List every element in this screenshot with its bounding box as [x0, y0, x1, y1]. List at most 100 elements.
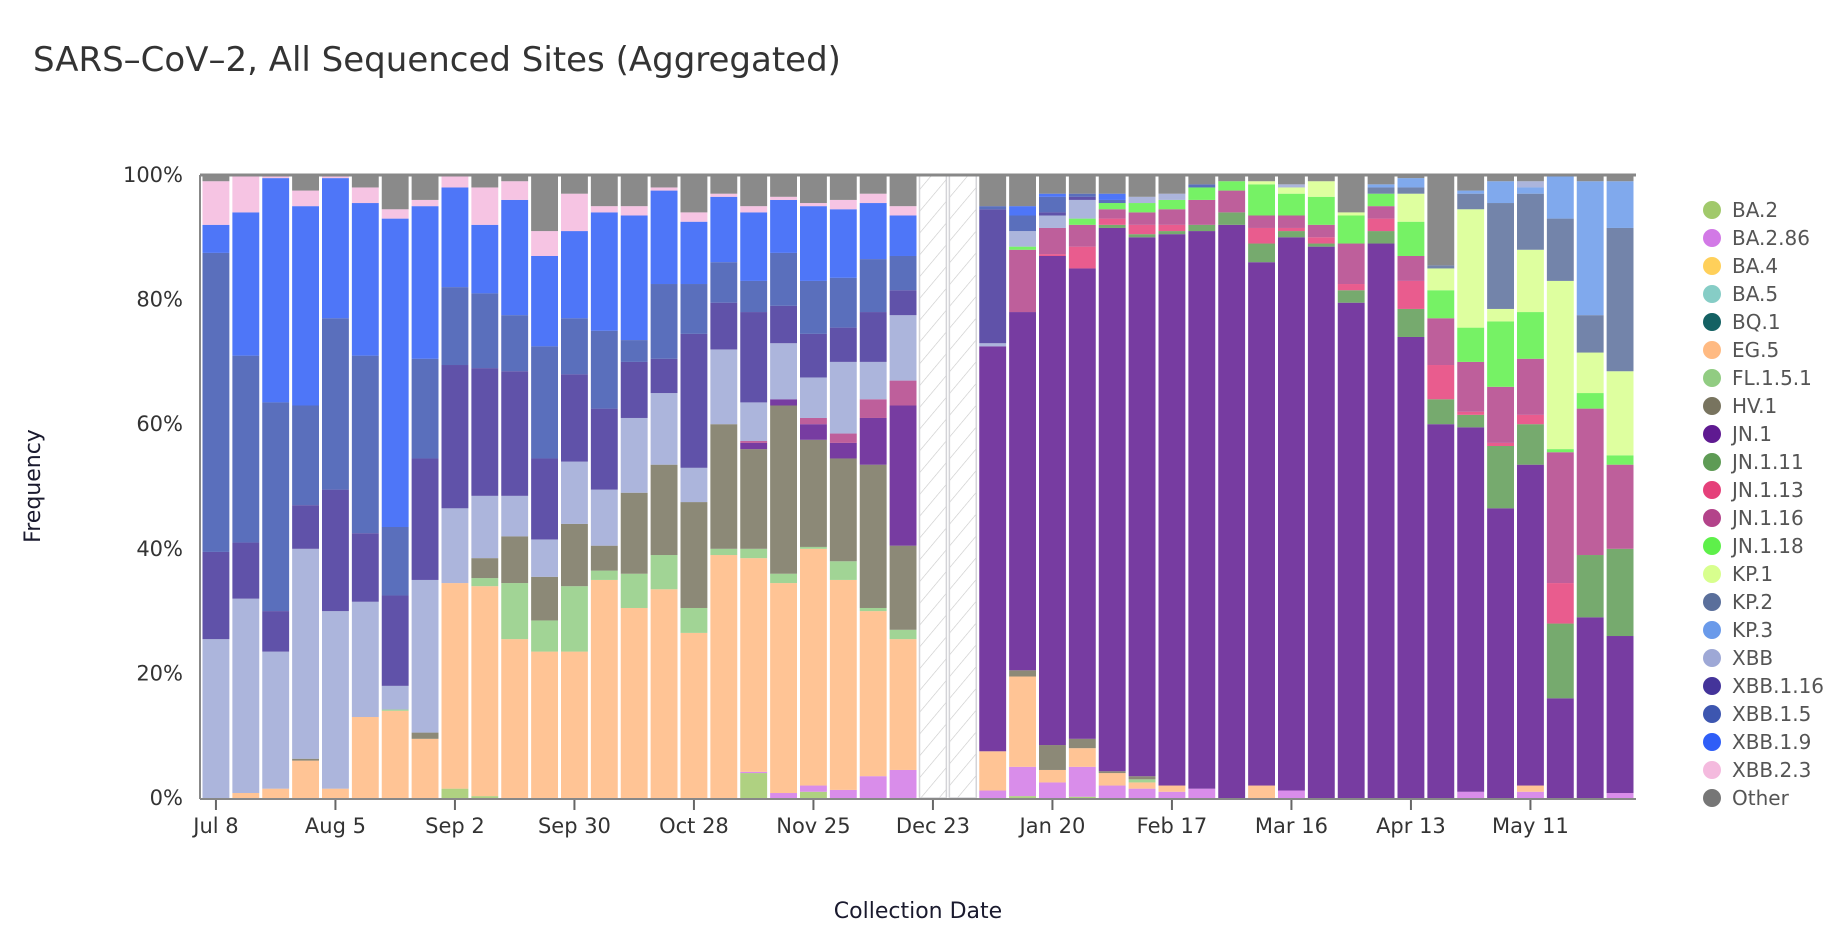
- bar-segment-xbb-1-16[interactable]: [381, 595, 409, 686]
- bar-segment-jn-1-18[interactable]: [1278, 193, 1305, 216]
- legend-item[interactable]: BA.2: [1703, 198, 1778, 222]
- bar-segment-eg-5[interactable]: [620, 607, 648, 798]
- bar-segment-other[interactable]: [1307, 175, 1335, 182]
- bar-segment-xbb-1-5[interactable]: [381, 526, 409, 596]
- bar-segment-hv-1[interactable]: [650, 464, 678, 556]
- bar-segment-fl-1-5-1[interactable]: [381, 709, 409, 711]
- bar-segment-kp-1[interactable]: [1487, 308, 1514, 322]
- bar-segment-xbb-2-3[interactable]: [441, 175, 469, 188]
- bar-segment-kp-1[interactable]: [1517, 249, 1544, 313]
- bar-segment-xbb-1-5[interactable]: [800, 280, 827, 334]
- bar-segment-xbb-1-5[interactable]: [471, 293, 499, 369]
- bar-segment-other[interactable]: [411, 175, 439, 200]
- bar-segment-jn-1[interactable]: [1337, 302, 1365, 798]
- bar-segment-eg-5[interactable]: [1517, 785, 1544, 792]
- bar-segment-jn-1-13[interactable]: [1487, 442, 1514, 447]
- bar-segment-eg-5[interactable]: [262, 788, 290, 798]
- bar-segment-kp-2[interactable]: [1457, 193, 1485, 210]
- bar-segment-jn-1-13[interactable]: [1248, 227, 1275, 244]
- bar-segment-xbb[interactable]: [710, 349, 738, 425]
- bar-segment-xbb-2-3[interactable]: [471, 187, 499, 225]
- bar-segment-xbb-2-3[interactable]: [889, 206, 917, 216]
- bar-segment-eg-5[interactable]: [351, 717, 379, 798]
- bar-segment-eg-5[interactable]: [501, 639, 529, 798]
- bar-segment-xbb[interactable]: [1039, 215, 1066, 228]
- bar-segment-xbb-1-9[interactable]: [680, 221, 708, 285]
- bar-segment-xbb-1-9[interactable]: [800, 206, 827, 281]
- bar-segment-jn-1-11[interactable]: [1218, 212, 1246, 225]
- bar-segment-xbb-1-5[interactable]: [292, 405, 319, 506]
- bar-segment-xbb-2-3[interactable]: [561, 193, 588, 232]
- bar-segment-fl-1-5-1[interactable]: [680, 607, 708, 633]
- bar-segment-jn-1-11[interactable]: [1188, 224, 1216, 232]
- bar-segment-fl-1-5-1[interactable]: [859, 607, 887, 612]
- bar-segment-hv-1[interactable]: [889, 545, 917, 630]
- bar-segment-xbb-1-16[interactable]: [441, 365, 469, 509]
- bar-segment-xbb-1-5[interactable]: [1068, 193, 1096, 197]
- bar-segment-kp-3[interactable]: [1397, 178, 1425, 188]
- bar-segment-other[interactable]: [800, 175, 827, 204]
- bar-segment-other[interactable]: [770, 175, 797, 197]
- bar-segment-xbb-1-5[interactable]: [740, 280, 768, 313]
- bar-segment-kp-3[interactable]: [1457, 190, 1485, 194]
- bar-segment-other[interactable]: [710, 175, 738, 194]
- bar-segment-kp-1[interactable]: [1606, 371, 1634, 456]
- bar-segment-ba-2-86[interactable]: [1128, 788, 1156, 798]
- bar-segment-xbb[interactable]: [322, 611, 349, 789]
- bar-segment-jn-1-16[interactable]: [1158, 209, 1186, 225]
- bar-segment-hv-1[interactable]: [531, 576, 558, 621]
- bar-segment-hv-1[interactable]: [471, 558, 499, 579]
- bar-segment-jn-1[interactable]: [740, 442, 768, 450]
- bar-segment-jn-1-18[interactable]: [1188, 187, 1216, 200]
- bar-segment-xbb-2-3[interactable]: [411, 199, 439, 207]
- bar-segment-jn-1-16[interactable]: [1248, 215, 1275, 228]
- bar-segment-other[interactable]: [381, 175, 409, 210]
- legend-item[interactable]: JN.1.16: [1703, 506, 1804, 530]
- bar-segment-fl-1-5-1[interactable]: [590, 570, 618, 580]
- bar-segment-jn-1-16[interactable]: [1039, 227, 1066, 255]
- bar-segment-other[interactable]: [292, 175, 319, 191]
- bar-segment-other[interactable]: [889, 175, 917, 207]
- bar-segment-xbb-1-5[interactable]: [322, 318, 349, 490]
- bar-segment-xbb-1-9[interactable]: [232, 212, 260, 356]
- bar-segment-xbb-1-9[interactable]: [561, 231, 588, 319]
- bar-segment-ba-2-86[interactable]: [1158, 791, 1186, 798]
- legend-item[interactable]: JN.1.13: [1703, 478, 1804, 502]
- bar-segment-xbb-1-9[interactable]: [471, 224, 499, 294]
- bar-segment-xbb-1-16[interactable]: [471, 368, 499, 496]
- bar-segment-jn-1[interactable]: [1307, 246, 1335, 798]
- bar-segment-kp-1[interactable]: [1457, 209, 1485, 328]
- bar-segment-other[interactable]: [1397, 175, 1425, 179]
- bar-segment-xbb-1-9[interactable]: [322, 178, 349, 319]
- bar-segment-kp-2[interactable]: [1427, 265, 1455, 269]
- bar-segment-xbb-2-3[interactable]: [322, 175, 349, 179]
- bar-segment-fl-1-5-1[interactable]: [620, 573, 648, 608]
- bar-segment-kp-2[interactable]: [1367, 187, 1395, 194]
- bar-segment-jn-1[interactable]: [1278, 237, 1305, 791]
- bar-segment-jn-1-16[interactable]: [1068, 224, 1096, 247]
- bar-segment-xbb-1-5[interactable]: [710, 262, 738, 303]
- bar-segment-ba-2[interactable]: [441, 788, 469, 798]
- bar-segment-xbb-1-5[interactable]: [411, 358, 439, 459]
- bar-segment-fl-1-5-1[interactable]: [710, 548, 738, 556]
- bar-segment-jn-1-13[interactable]: [1337, 284, 1365, 291]
- bar-segment-xbb-2-3[interactable]: [351, 187, 379, 204]
- bar-segment-xbb[interactable]: [351, 601, 379, 718]
- bar-segment-ba-2[interactable]: [740, 773, 768, 798]
- bar-segment-xbb[interactable]: [770, 343, 797, 400]
- bar-segment-other[interactable]: [1158, 175, 1186, 194]
- bar-segment-xbb[interactable]: [1068, 199, 1096, 219]
- bar-segment-jn-1-13[interactable]: [1039, 254, 1066, 256]
- bar-segment-jn-1-18[interactable]: [1517, 312, 1544, 359]
- bar-segment-other[interactable]: [1606, 175, 1634, 182]
- bar-segment-jn-1[interactable]: [1039, 255, 1066, 746]
- bar-segment-other[interactable]: [531, 175, 558, 232]
- bar-segment-xbb[interactable]: [859, 361, 887, 400]
- bar-segment-hv-1[interactable]: [710, 424, 738, 549]
- bar-segment-xbb-2-3[interactable]: [262, 175, 290, 179]
- bar-segment-jn-1-18[interactable]: [1337, 215, 1365, 244]
- bar-segment-ba-2[interactable]: [471, 796, 499, 798]
- bar-segment-hv-1[interactable]: [1039, 745, 1066, 770]
- bar-segment-xbb-1-9[interactable]: [1039, 193, 1066, 197]
- legend-item[interactable]: JN.1.11: [1703, 450, 1804, 474]
